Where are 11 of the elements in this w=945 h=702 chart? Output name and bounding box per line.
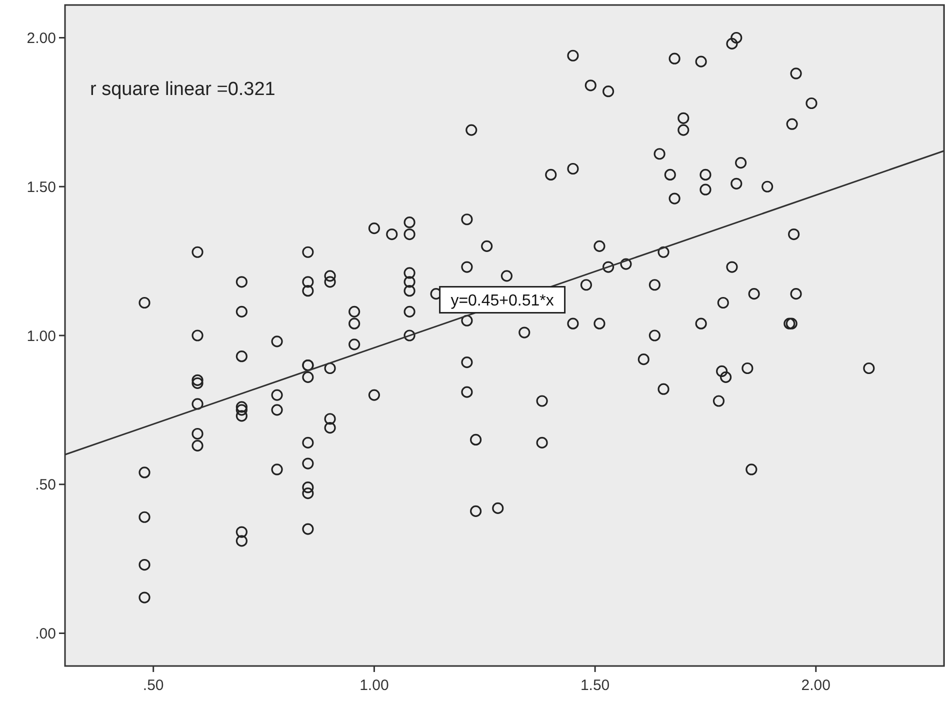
annotation: y=0.45+0.51*x <box>450 292 554 310</box>
x-tick-label: 2.00 <box>801 677 831 694</box>
x-tick-label: 1.00 <box>360 677 389 694</box>
y-tick-label: 1.50 <box>26 178 56 196</box>
x-tick-label: 1.50 <box>580 677 610 694</box>
y-tick-label: .00 <box>35 626 56 642</box>
y-tick-label: .50 <box>35 476 56 494</box>
y-tick-label: 1.00 <box>26 328 56 345</box>
x-tick-label: .50 <box>142 677 164 694</box>
annotation: r square linear =0.321 <box>90 79 276 100</box>
y-tick-label: 2.00 <box>26 30 56 47</box>
